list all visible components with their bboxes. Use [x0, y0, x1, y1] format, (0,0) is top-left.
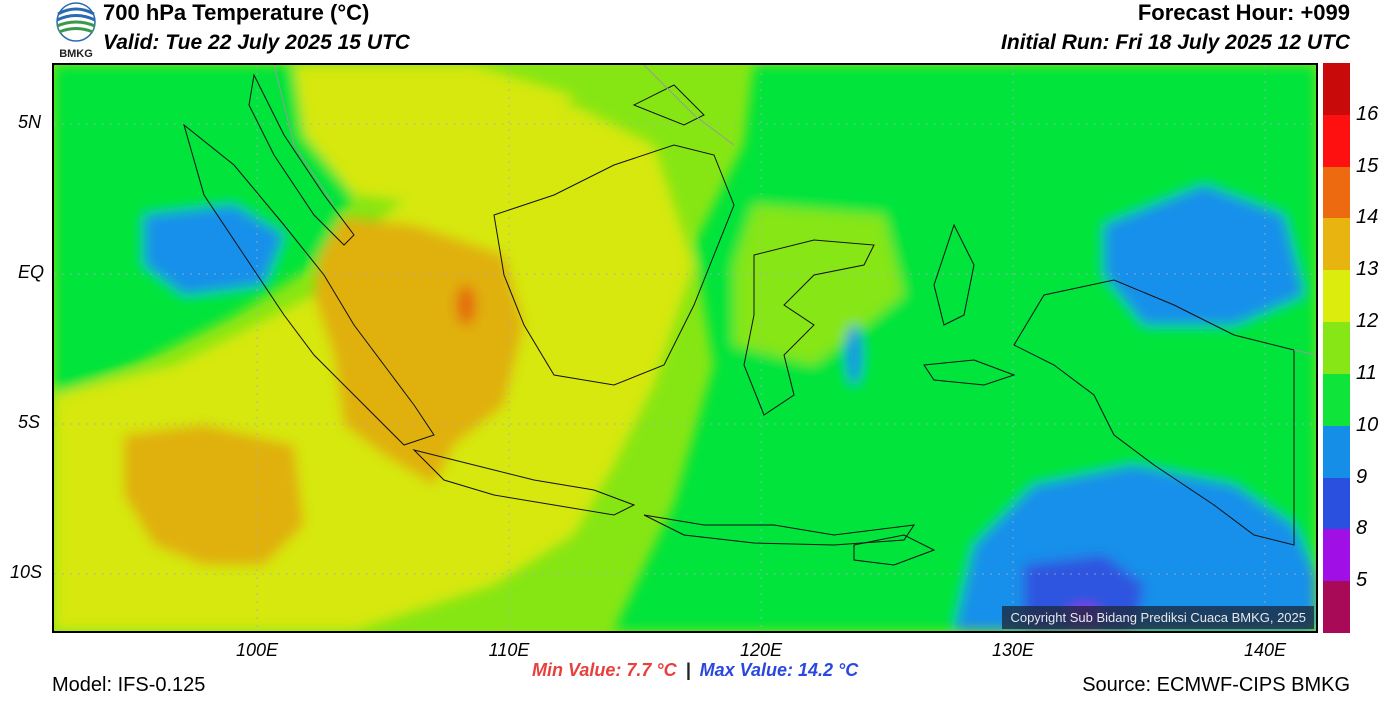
colorbar-label: 10 — [1356, 413, 1379, 436]
field-13-central — [314, 215, 524, 485]
border-lines — [273, 65, 1316, 356]
colorbar-segment — [1323, 425, 1350, 478]
lat-label-eq: EQ — [18, 262, 45, 282]
colorbar-label: 12 — [1356, 310, 1379, 333]
colorbar-segment — [1323, 581, 1350, 633]
chart-title: 700 hPa Temperature (°C) — [103, 0, 370, 25]
colorbar-segment — [1323, 373, 1350, 426]
lon-label-100e: 100E — [235, 640, 279, 660]
field-11-east-patch — [734, 205, 904, 365]
colorbar-label: 8 — [1356, 517, 1368, 540]
forecast-hour: Forecast Hour: +099 — [1137, 0, 1350, 25]
source-label: Source: ECMWF-CIPS BMKG — [1082, 674, 1350, 696]
max-value: Max Value: 14.2 °C — [699, 660, 859, 680]
bmkg-logo: BMKG — [50, 2, 102, 60]
colorbar-segment — [1323, 322, 1350, 374]
lon-label-110e: 110E — [488, 640, 530, 660]
field-12-north — [284, 65, 574, 205]
valid-time: Valid: Tue 22 July 2025 15 UTC — [103, 31, 410, 54]
colorbar-segment — [1323, 218, 1350, 271]
colorbar-segment — [1323, 270, 1350, 323]
temperature-map[interactable]: Copyright Sub Bidang Prediksi Cuaca BMKG… — [52, 63, 1318, 633]
colorbar — [1323, 63, 1350, 633]
svg-text:BMKG: BMKG — [59, 48, 93, 60]
colorbar-label: 9 — [1356, 465, 1368, 488]
colorbar-segment — [1323, 114, 1350, 167]
lon-label-120e: 120E — [739, 640, 783, 660]
model-label: Model: IFS-0.125 — [52, 674, 206, 696]
field-13-southwest — [124, 425, 304, 565]
field-14-hotspot — [456, 285, 476, 325]
colorbar-label: 15 — [1356, 154, 1379, 177]
lat-label-5s: 5S — [18, 412, 41, 432]
lon-label-130e: 130E — [991, 640, 1035, 660]
colorbar-segment — [1323, 529, 1350, 582]
colorbar-label: 13 — [1356, 258, 1379, 281]
lat-label-5n: 5N — [18, 112, 42, 132]
colorbar-label: 14 — [1356, 206, 1379, 229]
initial-run: Initial Run: Fri 18 July 2025 12 UTC — [1001, 31, 1350, 54]
coastlines — [183, 73, 1295, 566]
min-max-values: Min Value: 7.7 °C | Max Value: 14.2 °C — [532, 660, 858, 681]
colorbar-segment — [1323, 166, 1350, 219]
colorbar-label: 16 — [1356, 102, 1379, 125]
colorbar-label: 5 — [1356, 569, 1368, 592]
lat-label-10s: 10S — [10, 562, 43, 582]
field-9-west-band — [144, 205, 284, 295]
field-9-northeast — [1104, 185, 1304, 325]
colorbar-label: 11 — [1356, 361, 1377, 384]
colorbar-segment — [1323, 63, 1350, 115]
copyright-notice: Copyright Sub Bidang Prediksi Cuaca BMKG… — [1002, 606, 1314, 629]
min-value: Min Value: 7.7 °C — [532, 660, 677, 680]
separator: | — [685, 660, 691, 680]
field-9-sulawesi-sea — [846, 325, 862, 385]
lon-label-140e: 140E — [1243, 640, 1287, 660]
colorbar-segment — [1323, 477, 1350, 530]
